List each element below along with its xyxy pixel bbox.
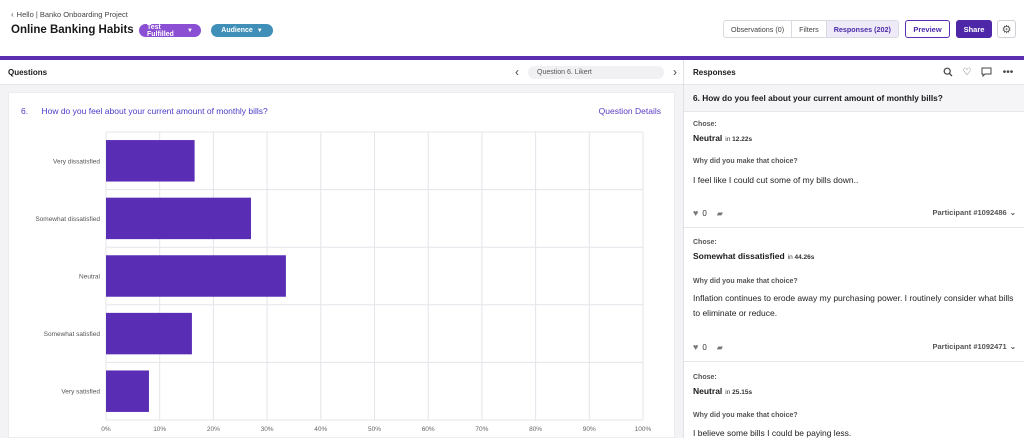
comment-icon[interactable]: ▰ bbox=[716, 208, 723, 218]
x-tick-label: 20% bbox=[207, 426, 220, 433]
tab-responses[interactable]: Responses (202) bbox=[826, 21, 898, 37]
response-answer: Neutral in 25.15s bbox=[693, 386, 752, 396]
chose-label: Chose: bbox=[693, 374, 717, 381]
question-text: How do you feel about your current amoun… bbox=[41, 106, 268, 116]
accent-bar bbox=[0, 56, 1024, 60]
likert-bar-chart: 0% 10% 20% 30% 40% 50% 60% 70% 80% 90% 100% Very di… bbox=[35, 131, 652, 433]
chevron-left-icon: ‹ bbox=[11, 10, 14, 19]
caret-down-icon: ▼ bbox=[187, 27, 193, 34]
response-text: Inflation continues to erode away my pur… bbox=[693, 293, 1014, 318]
caret-down-icon: ▼ bbox=[256, 27, 263, 34]
previous-question-button[interactable]: ‹ bbox=[510, 65, 524, 79]
answer-text: Neutral bbox=[693, 133, 723, 143]
category-label: Very dissatisfied bbox=[53, 158, 100, 165]
response-item: Chose: Somewhat dissatisfied in 44.26s Wh… bbox=[684, 228, 1024, 362]
comment-icon[interactable] bbox=[980, 66, 992, 78]
response-text: I believe some bills I could be paying l… bbox=[693, 428, 852, 438]
responses-question-title: 6. How do you feel about your current am… bbox=[693, 93, 943, 103]
x-tick-label: 90% bbox=[583, 426, 596, 433]
tab-filters[interactable]: Filters bbox=[792, 21, 827, 37]
why-label: Why did you make that choice? bbox=[693, 158, 798, 165]
audience-label: Audience bbox=[221, 27, 253, 34]
x-tick-label: 40% bbox=[314, 426, 327, 433]
response-item: Chose: Neutral in 12.22s Why did you make… bbox=[684, 112, 1024, 228]
test-status-dropdown[interactable]: Test Fulfilled ▼ bbox=[139, 23, 201, 38]
question-number: 6. bbox=[21, 106, 29, 116]
x-tick-label: 30% bbox=[261, 426, 274, 433]
participant-id: Participant #1092486 bbox=[932, 208, 1007, 217]
question-title: 6. How do you feel about your current am… bbox=[21, 106, 268, 116]
heart-filled-icon: ♥ bbox=[693, 342, 699, 352]
chevron-down-icon: ⌄ bbox=[1009, 342, 1016, 351]
question-selector[interactable]: Question 6. Likert bbox=[528, 66, 664, 79]
answer-time: in 44.26s bbox=[787, 254, 815, 261]
answer-text: Neutral bbox=[693, 386, 723, 396]
bar bbox=[106, 197, 251, 240]
participant-toggle[interactable]: Participant #1092471 ⌄ bbox=[932, 342, 1016, 351]
bar bbox=[106, 370, 149, 412]
answer-text: Somewhat dissatisfied bbox=[693, 251, 785, 261]
like-button[interactable]: ♥ 0 ▰ bbox=[693, 342, 723, 352]
tab-observations[interactable]: Observations (0) bbox=[724, 21, 793, 37]
answer-time: in 12.22s bbox=[725, 136, 753, 143]
questions-toolbar: Questions ‹ Question 6. Likert › bbox=[0, 60, 683, 85]
comment-icon[interactable]: ▰ bbox=[716, 342, 723, 352]
x-tick-label: 60% bbox=[422, 426, 435, 433]
questions-label: Questions bbox=[8, 68, 48, 77]
audience-dropdown[interactable]: Audience ▼ bbox=[211, 24, 273, 37]
category-label: Very satisfied bbox=[61, 389, 100, 396]
bar bbox=[106, 312, 192, 355]
category-label: Somewhat dissatisfied bbox=[35, 216, 100, 223]
why-label: Why did you make that choice? bbox=[693, 412, 798, 419]
like-count: 0 bbox=[702, 208, 707, 218]
category-label: Neutral bbox=[79, 274, 101, 281]
share-button[interactable]: Share bbox=[956, 20, 992, 38]
bar bbox=[106, 255, 286, 297]
page-title: Online Banking Habits bbox=[11, 24, 134, 36]
x-tick-label: 10% bbox=[153, 426, 166, 433]
responses-toolbar: Responses ♡ ••• bbox=[684, 60, 1024, 85]
x-tick-label: 50% bbox=[368, 426, 381, 433]
response-text: I feel like I could cut some of my bills… bbox=[693, 175, 859, 185]
bar bbox=[106, 140, 195, 182]
view-tabs: Observations (0) Filters Responses (202) bbox=[723, 20, 899, 38]
responses-question-header: 6. How do you feel about your current am… bbox=[684, 85, 1024, 112]
question-card: 6. How do you feel about your current am… bbox=[8, 92, 675, 438]
participant-id: Participant #1092471 bbox=[932, 342, 1007, 351]
answer-time: in 25.15s bbox=[725, 389, 753, 396]
like-button[interactable]: ♥ 0 ▰ bbox=[693, 208, 723, 218]
more-icon[interactable]: ••• bbox=[1002, 66, 1014, 78]
chose-label: Chose: bbox=[693, 239, 717, 246]
x-tick-label: 0% bbox=[101, 426, 111, 433]
chose-label: Chose: bbox=[693, 121, 717, 128]
questions-area: 6. How do you feel about your current am… bbox=[0, 85, 683, 438]
test-status-label: Test Fulfilled bbox=[147, 23, 174, 38]
chevron-down-icon: ⌄ bbox=[1009, 208, 1016, 217]
participant-toggle[interactable]: Participant #1092486 ⌄ bbox=[932, 208, 1016, 217]
question-details-link[interactable]: Question Details bbox=[598, 106, 661, 116]
search-icon[interactable] bbox=[942, 66, 954, 78]
response-answer: Somewhat dissatisfied in 44.26s bbox=[693, 251, 814, 261]
header: ‹ Hello | Banko Onboarding Project Onlin… bbox=[0, 0, 1024, 56]
heart-filled-icon: ♥ bbox=[693, 208, 699, 218]
preview-button[interactable]: Preview bbox=[905, 20, 950, 38]
x-tick-label: 70% bbox=[475, 426, 488, 433]
responses-label: Responses bbox=[693, 68, 736, 77]
breadcrumb[interactable]: ‹ Hello | Banko Onboarding Project bbox=[11, 10, 128, 19]
heart-icon[interactable]: ♡ bbox=[962, 66, 972, 78]
chevron-right-icon: › bbox=[673, 65, 677, 79]
breadcrumb-text: Hello | Banko Onboarding Project bbox=[16, 10, 128, 19]
category-label: Somewhat satisfied bbox=[44, 331, 101, 338]
x-tick-label: 80% bbox=[529, 426, 542, 433]
like-count: 0 bbox=[702, 342, 707, 352]
next-question-button[interactable]: › bbox=[668, 65, 682, 79]
response-answer: Neutral in 12.22s bbox=[693, 133, 752, 143]
chevron-left-icon: ‹ bbox=[515, 65, 519, 79]
responses-pane: Responses ♡ ••• 6. How do you feel about… bbox=[683, 60, 1024, 438]
why-label: Why did you make that choice? bbox=[693, 278, 798, 285]
response-item: Chose: Neutral in 25.15s Why did you make… bbox=[684, 362, 1024, 438]
x-tick-label: 100% bbox=[635, 426, 652, 433]
settings-button[interactable]: ⚙ bbox=[997, 20, 1016, 38]
gear-icon: ⚙ bbox=[1001, 23, 1012, 36]
